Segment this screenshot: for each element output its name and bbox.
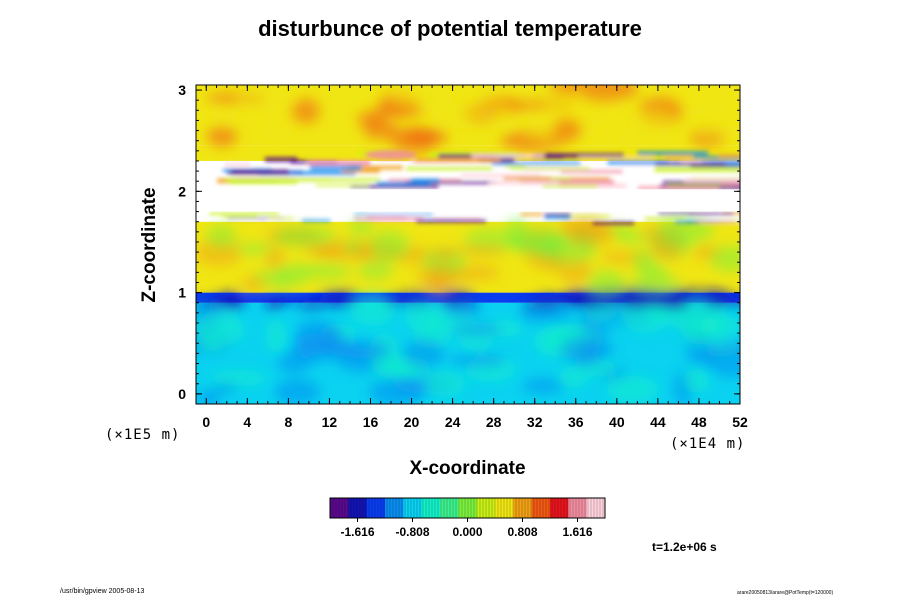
x-tick-label: 32: [527, 414, 543, 430]
colorbar-swatch: [366, 498, 386, 518]
colorbar-swatch: [440, 498, 459, 518]
colorbar-swatch: [348, 498, 368, 518]
x-tick-label: 28: [486, 414, 502, 430]
x-tick-label: 48: [691, 414, 707, 430]
y-unit-label: (×1E5 m): [105, 427, 181, 443]
colorbar-swatch: [421, 498, 441, 518]
footer-command: /usr/bin/gpview 2005-08-13: [60, 588, 145, 595]
x-tick-label: 20: [404, 414, 420, 430]
colorbar-swatch: [495, 498, 514, 518]
colorbar-swatch: [476, 498, 496, 518]
y-tick-label: 1: [178, 285, 186, 301]
colorbar-swatch: [385, 498, 404, 518]
colorbar-swatch: [568, 498, 588, 518]
colorbar-swatch: [330, 498, 349, 518]
colorbar-tick-label: 1.616: [562, 525, 592, 539]
field-streaks: [209, 151, 740, 225]
time-label: t=1.2e+06 s: [652, 540, 717, 554]
y-axis-label: Z-coordinate: [139, 187, 160, 303]
x-tick-label: 8: [284, 414, 292, 430]
x-tick-label: 24: [445, 414, 461, 430]
x-tick-label: 44: [650, 414, 666, 430]
x-tick-label: 36: [568, 414, 584, 430]
footer-source: arare20050813/arare@PotTemp(t=120000): [737, 590, 834, 596]
colorbar-tick-label: -1.616: [340, 525, 374, 539]
x-tick-label: 40: [609, 414, 625, 430]
y-tick-label: 2: [178, 183, 186, 199]
colorbar-swatch: [403, 498, 423, 518]
y-tick-label: 0: [178, 386, 186, 402]
x-tick-label: 4: [243, 414, 251, 430]
chart-title: disturbunce of potential temperature: [258, 16, 642, 41]
colorbar-swatch: [531, 498, 551, 518]
colorbar: -1.616 -0.808 0.000 0.808 1.616: [329, 497, 606, 539]
x-tick-label: 12: [322, 414, 338, 430]
x-tick-label: 52: [732, 414, 748, 430]
colorbar-swatch: [458, 498, 478, 518]
x-unit-label: (×1E4 m): [670, 436, 746, 452]
plot-frame: [195, 84, 741, 405]
x-tick-label: 16: [363, 414, 379, 430]
colorbar-swatch: [513, 498, 533, 518]
plot-area: [196, 85, 740, 404]
field-texture: [196, 85, 740, 404]
x-tick-label: 0: [202, 414, 210, 430]
colorbar-swatch: [586, 498, 606, 518]
x-axis-label: X-coordinate: [409, 458, 526, 479]
colorbar-tick-label: -0.808: [395, 525, 429, 539]
colorbar-tick-label: 0.000: [452, 525, 482, 539]
colorbar-tick-label: 0.808: [507, 525, 537, 539]
y-tick-label: 3: [178, 82, 186, 98]
colorbar-swatch: [550, 498, 569, 518]
